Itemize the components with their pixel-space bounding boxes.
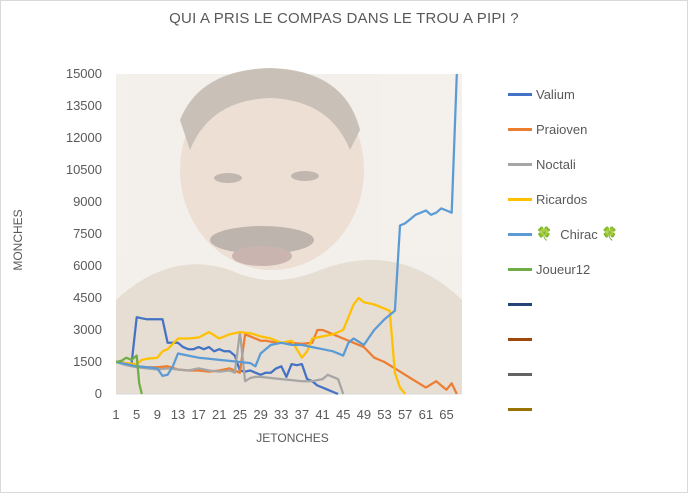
y-tick-label: 3000 xyxy=(73,322,102,337)
x-tick-label: 33 xyxy=(274,407,288,422)
x-tick-label: 61 xyxy=(419,407,433,422)
background-photo xyxy=(116,68,462,394)
legend-label: Noctali xyxy=(536,156,576,172)
legend-item xyxy=(508,364,536,384)
legend-item: Ricardos xyxy=(508,189,587,209)
legend-item xyxy=(508,399,536,419)
legend-swatch xyxy=(508,267,532,271)
x-tick-label: 45 xyxy=(336,407,350,422)
chart-title: QUI A PRIS LE COMPAS DANS LE TROU A PIPI… xyxy=(169,10,519,27)
legend-item xyxy=(508,329,536,349)
y-tick-label: 12000 xyxy=(66,130,102,145)
x-tick-label: 65 xyxy=(439,407,453,422)
y-tick-label: 6000 xyxy=(73,258,102,273)
legend-swatch xyxy=(508,372,532,376)
x-tick-label: 1 xyxy=(112,407,119,422)
series-line-noctali xyxy=(116,330,345,395)
legend-swatch xyxy=(508,407,532,411)
legend-swatch xyxy=(508,197,532,201)
y-tick-label: 13500 xyxy=(66,98,102,113)
y-tick-label: 15000 xyxy=(66,66,102,81)
legend-label: Chirac xyxy=(560,226,598,242)
x-axis-label: JETONCHES xyxy=(256,431,329,445)
series-line-joueur12 xyxy=(116,354,143,395)
legend-label: Joueur12 xyxy=(536,261,591,277)
legend-swatch xyxy=(508,302,532,306)
x-tick-label: 57 xyxy=(398,407,412,422)
legend-item: Valium xyxy=(508,84,575,104)
x-tick-label: 25 xyxy=(233,407,247,422)
series-lines xyxy=(116,74,458,396)
series-line-valium xyxy=(116,316,339,396)
x-tick-label: 53 xyxy=(377,407,391,422)
legend-swatch xyxy=(508,232,532,236)
x-tick-label: 29 xyxy=(253,407,267,422)
x-axis-ticks: 1 5 9 13 17 21 25 29 33 37 41 45 49 53 57 61 65 xyxy=(112,407,453,422)
y-tick-label: 4500 xyxy=(73,290,102,305)
x-tick-label: 37 xyxy=(295,407,309,422)
clover-icon: 🍀 xyxy=(536,226,553,241)
legend-label: Praioven xyxy=(536,121,588,137)
y-axis-ticks: 1500013500120001050090007500600045003000… xyxy=(66,66,102,401)
legend-item: Noctali xyxy=(508,154,576,174)
legend-swatch xyxy=(508,92,532,96)
legend-label: Ricardos xyxy=(536,191,588,207)
legend-label: Valium xyxy=(536,86,575,102)
y-tick-label: 10500 xyxy=(66,162,102,177)
x-tick-label: 13 xyxy=(171,407,185,422)
y-tick-label: 7500 xyxy=(73,226,102,241)
clover-icon: 🍀 xyxy=(601,226,618,241)
y-tick-label: 1500 xyxy=(73,354,102,369)
y-tick-label: 9000 xyxy=(73,194,102,209)
x-tick-label: 5 xyxy=(133,407,140,422)
x-tick-label: 21 xyxy=(212,407,226,422)
series-line-ricardos xyxy=(116,296,407,395)
x-tick-label: 41 xyxy=(315,407,329,422)
series-line-chirac xyxy=(116,74,458,378)
legend-swatch xyxy=(508,162,532,166)
legend-swatch xyxy=(508,127,532,131)
x-tick-label: 17 xyxy=(191,407,205,422)
legend-item: Praioven xyxy=(508,119,587,139)
legend-item: 🍀 Chirac 🍀 xyxy=(508,224,618,244)
legend-item xyxy=(508,294,536,314)
x-tick-label: 49 xyxy=(357,407,371,422)
legend-item: Joueur12 xyxy=(508,259,590,279)
legend-swatch xyxy=(508,337,532,341)
y-tick-label: 0 xyxy=(95,386,102,401)
x-tick-label: 9 xyxy=(154,407,161,422)
